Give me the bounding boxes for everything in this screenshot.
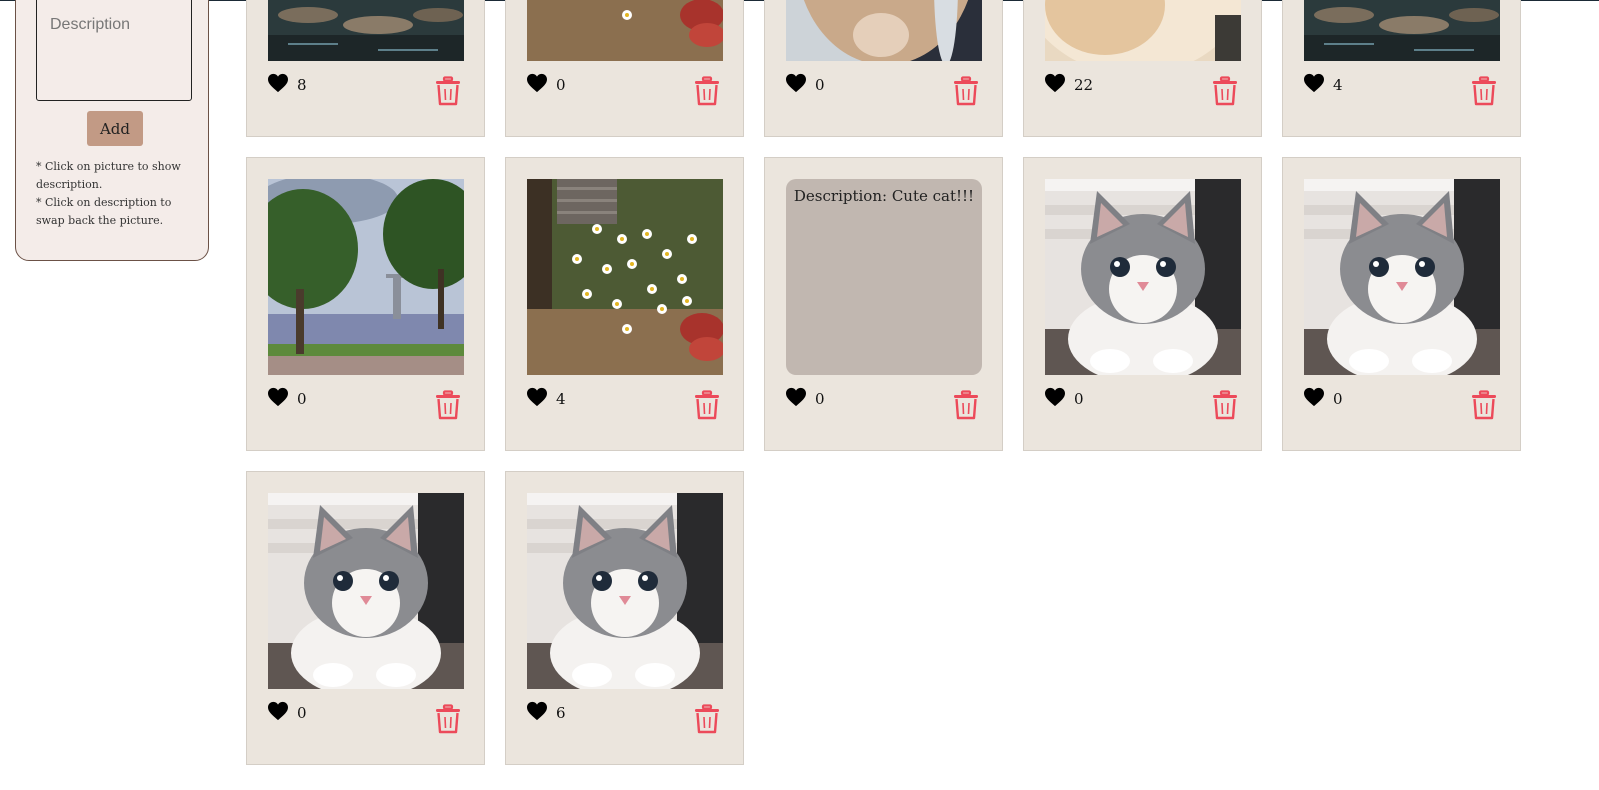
post-card: 0	[1282, 157, 1521, 451]
trash-icon[interactable]	[1212, 76, 1238, 106]
like-button[interactable]: 0	[267, 701, 307, 725]
trash-icon[interactable]	[694, 704, 720, 734]
like-count: 0	[1333, 390, 1343, 408]
trash-icon[interactable]	[1212, 390, 1238, 420]
post-card: 0	[505, 0, 744, 137]
trash-icon[interactable]	[435, 76, 461, 106]
hint-swap-picture: * Click on description to swap back the …	[36, 196, 172, 227]
description-field[interactable]	[36, 0, 192, 101]
post-card: 0	[764, 0, 1003, 137]
like-button[interactable]: 0	[1044, 387, 1084, 411]
like-count: 0	[815, 390, 825, 408]
trash-icon[interactable]	[953, 76, 979, 106]
card-picture[interactable]	[268, 0, 464, 61]
add-post-form: Add * Click on picture to show descripti…	[15, 0, 209, 261]
like-count: 4	[556, 390, 566, 408]
heart-icon	[1044, 73, 1066, 97]
post-card: 8	[246, 0, 485, 137]
like-count: 0	[297, 704, 307, 722]
heart-icon	[785, 73, 807, 97]
like-count: 0	[297, 390, 307, 408]
heart-icon	[1303, 387, 1325, 411]
card-picture[interactable]	[527, 493, 723, 689]
heart-icon	[785, 387, 807, 411]
heart-icon	[267, 73, 289, 97]
trash-icon[interactable]	[1471, 76, 1497, 106]
card-description[interactable]: Description: Cute cat!!!	[786, 179, 982, 375]
trash-icon[interactable]	[953, 390, 979, 420]
card-picture[interactable]	[1045, 179, 1241, 375]
heart-icon	[526, 701, 548, 725]
post-card: 0	[246, 471, 485, 765]
like-button[interactable]: 6	[526, 701, 566, 725]
trash-icon[interactable]	[435, 704, 461, 734]
trash-icon[interactable]	[694, 390, 720, 420]
like-button[interactable]: 4	[526, 387, 566, 411]
post-card: 6	[505, 471, 744, 765]
like-button[interactable]: 22	[1044, 73, 1093, 97]
add-button[interactable]: Add	[87, 111, 143, 146]
like-count: 8	[297, 76, 307, 94]
heart-icon	[1044, 387, 1066, 411]
like-count: 0	[556, 76, 566, 94]
like-button[interactable]: 0	[785, 387, 825, 411]
like-count: 6	[556, 704, 566, 722]
like-button[interactable]: 0	[1303, 387, 1343, 411]
post-card: 0	[246, 157, 485, 451]
card-picture[interactable]	[1304, 0, 1500, 61]
heart-icon	[267, 701, 289, 725]
like-button[interactable]: 8	[267, 73, 307, 97]
heart-icon	[267, 387, 289, 411]
hint-show-description: * Click on picture to show description.	[36, 160, 181, 191]
card-picture[interactable]	[268, 493, 464, 689]
post-card: Description: Cute cat!!! 0	[764, 157, 1003, 451]
like-count: 0	[1074, 390, 1084, 408]
like-button[interactable]: 0	[526, 73, 566, 97]
card-picture[interactable]	[527, 179, 723, 375]
card-picture[interactable]	[268, 179, 464, 375]
heart-icon	[526, 73, 548, 97]
post-card: 0	[1023, 157, 1262, 451]
like-button[interactable]: 4	[1303, 73, 1343, 97]
post-card: 4	[1282, 0, 1521, 137]
trash-icon[interactable]	[1471, 390, 1497, 420]
like-button[interactable]: 0	[267, 387, 307, 411]
like-count: 0	[815, 76, 825, 94]
heart-icon	[1303, 73, 1325, 97]
heart-icon	[526, 387, 548, 411]
like-count: 22	[1074, 76, 1094, 94]
card-picture[interactable]	[527, 0, 723, 61]
trash-icon[interactable]	[694, 76, 720, 106]
trash-icon[interactable]	[435, 390, 461, 420]
card-picture[interactable]	[786, 0, 982, 61]
like-button[interactable]: 0	[785, 73, 825, 97]
card-picture[interactable]	[1045, 0, 1241, 61]
like-count: 4	[1333, 76, 1343, 94]
card-picture[interactable]	[1304, 179, 1500, 375]
post-card: 22	[1023, 0, 1262, 137]
post-card: 4	[505, 157, 744, 451]
